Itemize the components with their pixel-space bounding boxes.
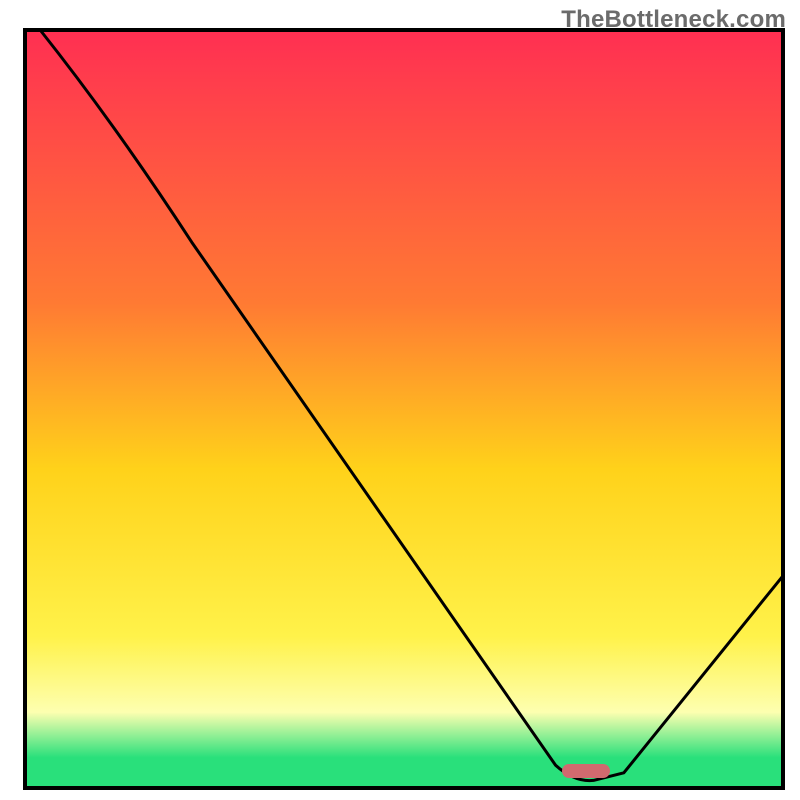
chart-overlay [0,0,800,800]
axes [25,30,783,788]
axes-rect [25,30,783,788]
optimal-marker [562,764,610,778]
chart-container: TheBottleneck.com [0,0,800,800]
bottleneck-curve [40,30,783,781]
